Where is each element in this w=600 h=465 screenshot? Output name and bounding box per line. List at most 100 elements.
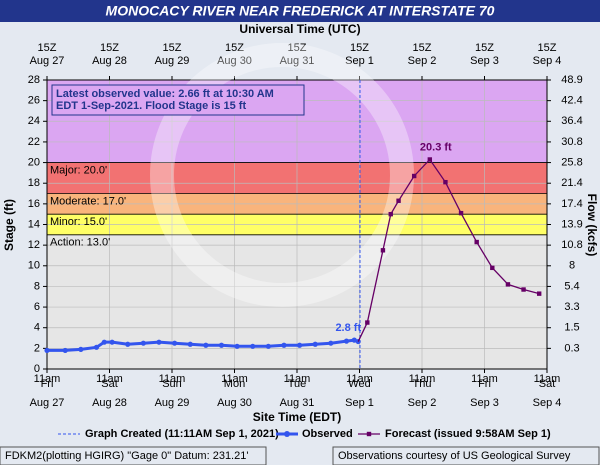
observed-point (218, 342, 225, 348)
x2-tick-date: Aug 30 (217, 55, 252, 67)
y2-tick-label: 1.5 (564, 322, 579, 334)
forecast-point (521, 287, 526, 292)
forecast-point (388, 211, 393, 217)
x-tick-day: Sun (162, 378, 182, 390)
legend-label: Forecast (issued 9:58AM Sep 1) (385, 428, 551, 440)
y2-tick-label: 5.4 (564, 280, 579, 292)
forecast-point (536, 291, 542, 296)
x-tick-label: 11am (409, 373, 436, 385)
observed-point (328, 340, 334, 346)
x-tick-label: 11am (221, 373, 248, 385)
y-tick-label: 10 (28, 260, 40, 272)
y-tick-label: 22 (28, 136, 40, 148)
forecast-point (396, 198, 401, 203)
observed-point (203, 342, 209, 348)
x-tick-date: Aug 28 (92, 397, 127, 409)
y2-tick-label: 36.4 (561, 115, 582, 127)
x-tick-date: Sep 2 (408, 397, 437, 409)
x-tick-label: 11am (159, 373, 186, 385)
x2-tick-date: Aug 27 (30, 55, 65, 67)
y2-tick-label: 30.8 (561, 136, 582, 148)
y-tick-label: 20 (28, 156, 40, 168)
flood-label: Minor: 15.0' (50, 216, 107, 228)
observed-point (265, 343, 271, 349)
x-tick-date: Sep 4 (533, 397, 562, 409)
observed-point (234, 343, 240, 349)
x2-tick-date: Aug 28 (92, 55, 127, 67)
x2-tick-label: 15Z (538, 42, 557, 54)
x2-tick-label: 15Z (475, 42, 494, 54)
observed-point (62, 347, 68, 354)
y-tick-label: 4 (34, 322, 40, 334)
y-tick-label: 0 (34, 363, 40, 375)
y2-tick-label: 17.4 (561, 198, 582, 210)
x2-tick-date: Sep 1 (345, 55, 374, 67)
info-text: EDT 1-Sep-2021. Flood Stage is 15 ft (56, 100, 246, 112)
footer-left: FDKM2(plotting HGIRG) "Gage 0" Datum: 23… (5, 450, 248, 462)
x-tick-day: Mon (224, 378, 245, 390)
x-tick-label: 11am (534, 373, 561, 385)
connector (357, 322, 368, 342)
observed-point (297, 342, 303, 348)
x-tick-date: Sep 3 (470, 397, 499, 409)
x2-tick-date: Sep 4 (533, 55, 562, 67)
x-tick-day: Thu (413, 378, 432, 390)
y2-tick-label: 8 (569, 260, 575, 272)
forecast-point (411, 173, 417, 179)
observed-point (351, 337, 357, 343)
flood-label: Moderate: 17.0' (50, 195, 126, 207)
observed-point (281, 342, 287, 348)
y2-tick-label: 13.9 (561, 218, 582, 230)
y2-tick-label: 42.4 (561, 95, 582, 107)
y-tick-label: 28 (28, 74, 40, 86)
y2-title: Flow (kcfs) (585, 194, 599, 257)
observed-point (109, 339, 115, 345)
observed-point (140, 340, 146, 346)
legend-forecast-square (366, 431, 372, 437)
x-tick-date: Aug 30 (217, 397, 252, 409)
x-tick-label: 11am (34, 373, 61, 385)
x-tick-date: Sep 1 (345, 397, 374, 409)
observed-point (312, 341, 318, 347)
observed-point (101, 339, 107, 345)
info-text: Latest observed value: 2.66 ft at 10:30 … (56, 88, 274, 100)
observed-point (93, 344, 100, 350)
chart-title: MONOCACY RIVER NEAR FREDERICK AT INTERST… (106, 3, 495, 19)
annotation: 2.8 ft (335, 322, 361, 334)
legend-label: Graph Created (11:11AM Sep 1, 2021) (85, 428, 279, 440)
footer-box (0, 446, 267, 465)
observed-point (343, 338, 350, 344)
observed-point (250, 343, 256, 349)
observed-point (125, 341, 131, 347)
x2-tick-date: Sep 2 (408, 55, 437, 67)
x2-title: Universal Time (UTC) (239, 22, 360, 36)
plot-frame (46, 79, 548, 370)
x-tick-day: Sat (539, 378, 556, 390)
footer-right: Observations courtesy of US Geological S… (338, 450, 571, 462)
forecast-point (490, 265, 495, 271)
flood-label: Action: 13.0' (50, 237, 110, 249)
y-tick-label: 16 (28, 198, 40, 210)
y-tick-label: 26 (28, 95, 40, 107)
info-box (51, 84, 305, 116)
forecast-point (427, 157, 433, 162)
x-tick-label: 11am (284, 373, 311, 385)
y2-tick-label: 0.3 (564, 342, 579, 354)
x2-tick-label: 15Z (38, 42, 57, 54)
y-tick-label: 6 (34, 301, 40, 313)
footer-box (332, 446, 600, 465)
y-tick-label: 14 (28, 218, 40, 230)
x-tick-label: 11am (471, 373, 498, 385)
y2-tick-label: 10.8 (561, 239, 582, 251)
x2-tick-label: 15Z (350, 42, 369, 54)
x2-tick-label: 15Z (163, 42, 182, 54)
x2-tick-label: 15Z (225, 42, 244, 54)
x-tick-day: Wed (348, 378, 370, 390)
forecast-point (458, 210, 464, 216)
flood-label: Major: 20.0' (50, 164, 107, 176)
x-tick-day: Sat (101, 378, 118, 390)
forecast-point (474, 239, 479, 245)
y-title: Stage (ft) (2, 199, 16, 251)
x-tick-label: 11am (346, 373, 373, 385)
